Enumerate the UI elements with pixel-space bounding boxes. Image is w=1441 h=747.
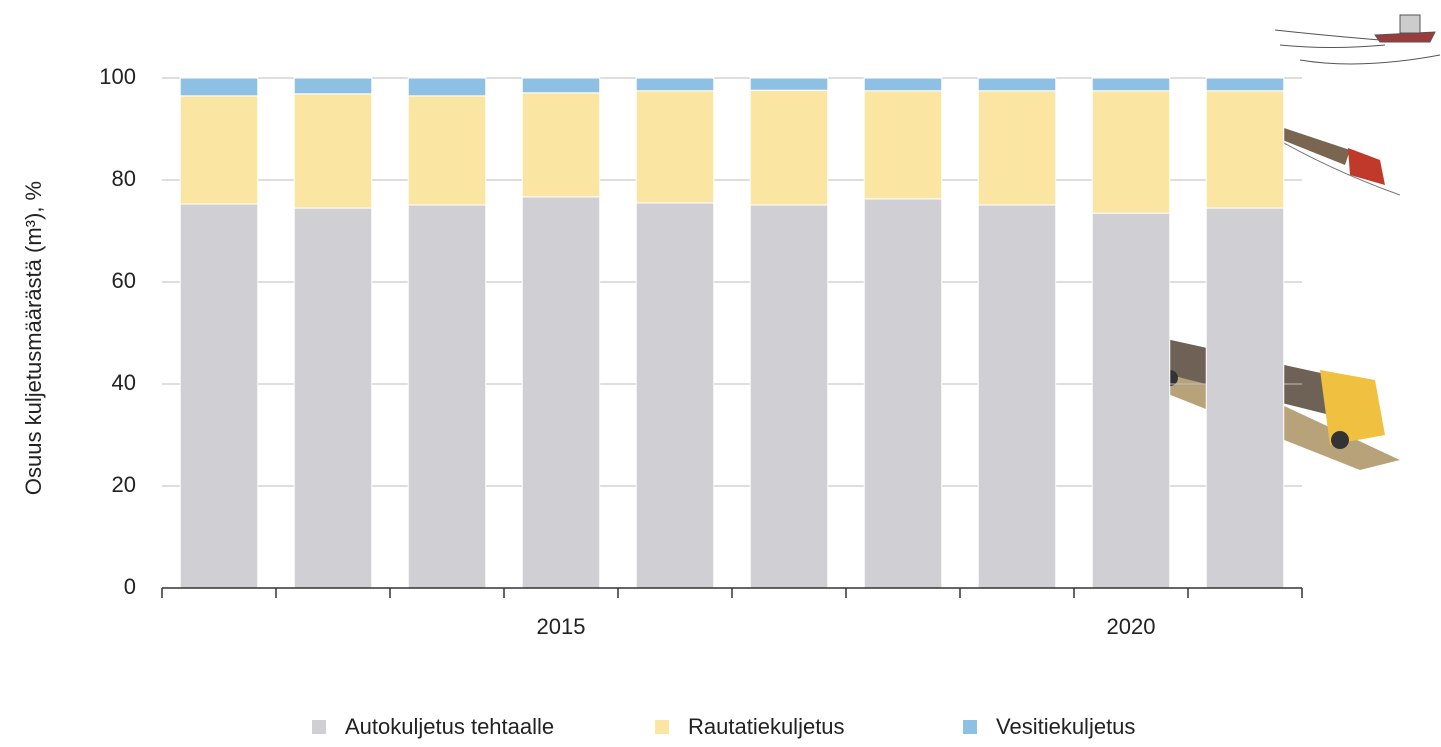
- bar-segment: [978, 78, 1056, 91]
- bar-segment: [1092, 78, 1170, 91]
- y-tick-label: 60: [112, 268, 136, 293]
- bar-segment: [408, 205, 486, 588]
- bar-segment: [636, 203, 714, 588]
- y-tick-label: 80: [112, 166, 136, 191]
- bar-segment: [408, 78, 486, 96]
- y-tick-label: 100: [99, 64, 136, 89]
- bar-segment: [294, 94, 372, 208]
- bar-segment: [1092, 91, 1170, 213]
- y-tick-label: 40: [112, 370, 136, 395]
- bar-segment: [522, 78, 600, 93]
- legend-swatch: [655, 720, 669, 734]
- bar-segment: [180, 78, 258, 96]
- bar-segment: [636, 78, 714, 91]
- bar-segment: [978, 91, 1056, 205]
- x-tick-label: 2015: [537, 614, 586, 639]
- bar-segment: [1092, 213, 1170, 588]
- legend-swatch: [963, 720, 977, 734]
- bar-segment: [750, 78, 828, 90]
- legend-label: Vesitiekuljetus: [996, 714, 1135, 739]
- x-tick-label: 2020: [1107, 614, 1156, 639]
- bar-segment: [750, 205, 828, 588]
- bar-segment: [1206, 91, 1284, 208]
- y-axis-label: Osuus kuljetusmäärästä (m³), %: [21, 181, 46, 495]
- y-tick-label: 20: [112, 472, 136, 497]
- bar-segment: [180, 96, 258, 204]
- legend-swatch: [312, 720, 326, 734]
- bar-segment: [1206, 208, 1284, 588]
- bar-segment: [864, 91, 942, 199]
- chart: Osuus kuljetusmäärästä (m³), % 0 20 40 60 80…: [0, 0, 1441, 742]
- bar-segment: [408, 96, 486, 205]
- bar-segment: [294, 78, 372, 94]
- bar-segment: [864, 199, 942, 588]
- bar-segment: [522, 197, 600, 588]
- bar-segment: [522, 93, 600, 197]
- bar-segment: [978, 205, 1056, 588]
- boat-illustration: [1275, 15, 1440, 64]
- y-tick-label: 0: [124, 574, 136, 599]
- bar-segment: [1206, 78, 1284, 91]
- legend-label: Autokuljetus tehtaalle: [345, 714, 554, 739]
- bar-segment: [180, 204, 258, 588]
- bar-segment: [864, 78, 942, 91]
- bar-segment: [636, 91, 714, 203]
- bar-segment: [294, 208, 372, 588]
- legend-label: Rautatiekuljetus: [688, 714, 845, 739]
- bar-segment: [750, 90, 828, 205]
